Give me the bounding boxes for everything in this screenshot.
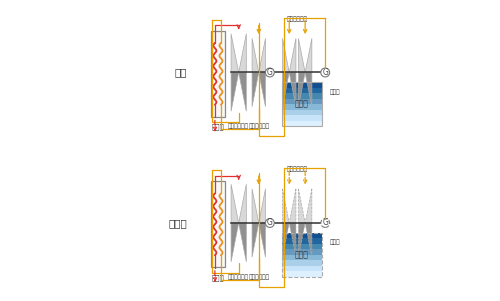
Bar [282,255,323,260]
Text: 復水器: 復水器 [295,250,309,259]
Text: 通常: 通常 [175,67,188,77]
Polygon shape [282,73,289,107]
Circle shape [321,68,330,77]
Polygon shape [259,189,266,223]
Bar [282,104,323,110]
Polygon shape [252,38,259,73]
Polygon shape [252,189,259,223]
Text: 高圧タービン: 高圧タービン [228,274,249,280]
Bar [282,121,323,126]
Polygon shape [298,223,305,257]
Polygon shape [289,189,296,223]
Bar [282,82,323,126]
Bar [282,260,323,266]
Polygon shape [259,38,266,73]
Polygon shape [238,34,246,73]
Bar [282,88,323,93]
Polygon shape [305,223,312,257]
Text: G: G [267,68,273,77]
Text: G: G [267,219,273,228]
Polygon shape [238,223,246,262]
Bar [282,244,323,249]
Text: 低圧タービン: 低圧タービン [286,167,308,172]
Bar [282,99,323,104]
Bar [282,93,323,99]
Text: 高圧タービン: 高圧タービン [228,124,249,129]
Polygon shape [231,184,238,223]
Polygon shape [282,223,289,257]
Text: 低圧タービン: 低圧タービン [286,16,308,22]
Bar [282,115,323,121]
Polygon shape [298,189,305,223]
Bar [282,82,323,88]
Polygon shape [252,73,259,107]
Polygon shape [289,223,296,257]
Polygon shape [282,189,289,223]
Polygon shape [298,73,305,107]
Polygon shape [231,223,238,262]
Polygon shape [289,73,296,107]
Polygon shape [238,73,246,111]
Polygon shape [305,73,312,107]
Text: ボイラ: ボイラ [212,124,224,130]
Circle shape [321,219,330,228]
Text: 中圧タービン: 中圧タービン [248,274,270,280]
Text: 発電機: 発電機 [330,240,340,245]
Polygon shape [289,38,296,73]
Bar [282,249,323,255]
Text: G: G [322,219,328,228]
Circle shape [266,219,274,228]
Polygon shape [252,223,259,257]
Bar [282,266,323,272]
Polygon shape [305,189,312,223]
Text: G: G [322,68,328,77]
Bar [282,110,323,115]
Text: ボイラ: ボイラ [212,274,224,281]
Text: 復水器: 復水器 [295,100,309,109]
Circle shape [266,68,274,77]
Bar [282,233,323,238]
Polygon shape [298,38,305,73]
Bar [211,31,225,117]
Bar [282,238,323,244]
Polygon shape [259,73,266,107]
Text: 仮復旧: 仮復旧 [168,218,188,228]
Text: 発電機: 発電機 [330,89,340,95]
Bar [282,272,323,277]
Polygon shape [231,34,238,73]
Polygon shape [305,38,312,73]
Polygon shape [238,184,246,223]
Polygon shape [259,223,266,257]
Polygon shape [231,73,238,111]
Bar [282,233,323,277]
Bar [211,182,225,267]
Text: 中圧タービン: 中圧タービン [248,124,270,129]
Polygon shape [282,38,289,73]
